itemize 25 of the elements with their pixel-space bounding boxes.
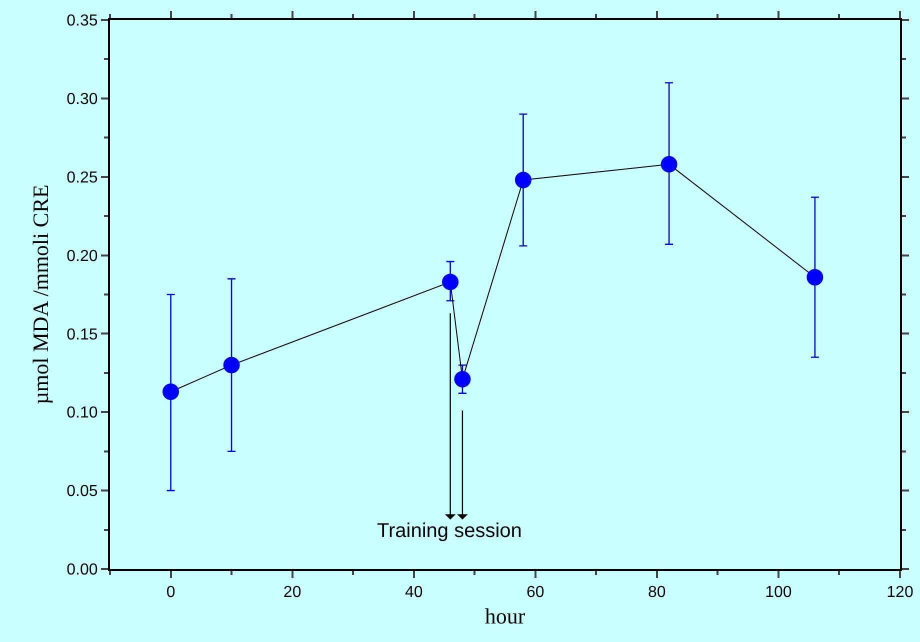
point xyxy=(223,356,240,374)
x-tick-label: 120 xyxy=(886,584,914,602)
y-tick-label: 0.25 xyxy=(66,169,98,186)
y-tick-label: 0.20 xyxy=(66,248,98,265)
y-tick-label: 0.05 xyxy=(66,483,98,500)
x-tick-label: 100 xyxy=(765,584,792,602)
point xyxy=(514,172,532,188)
point xyxy=(442,274,459,290)
x-tick-label: 40 xyxy=(404,584,423,602)
x-tick-label: 60 xyxy=(526,584,544,602)
y-tick-label: 0.00 xyxy=(66,562,98,579)
point xyxy=(162,384,180,400)
x-tick-label: 20 xyxy=(283,584,302,602)
y-tick-label: 0.10 xyxy=(66,404,98,422)
y-tick-label: 0.35 xyxy=(66,12,98,30)
y-tick-label: 0.30 xyxy=(66,91,98,108)
annotation: Training session xyxy=(377,520,522,542)
x-axis-title: hour xyxy=(484,604,526,629)
point xyxy=(454,370,471,388)
y-axis-title: µmol MDA /mmoli CRE xyxy=(28,184,53,404)
y-tick-label: 0.15 xyxy=(66,326,98,344)
x-tick-label: 0 xyxy=(166,584,176,602)
point xyxy=(806,269,824,286)
point xyxy=(660,156,678,173)
x-tick-label: 80 xyxy=(648,584,666,602)
